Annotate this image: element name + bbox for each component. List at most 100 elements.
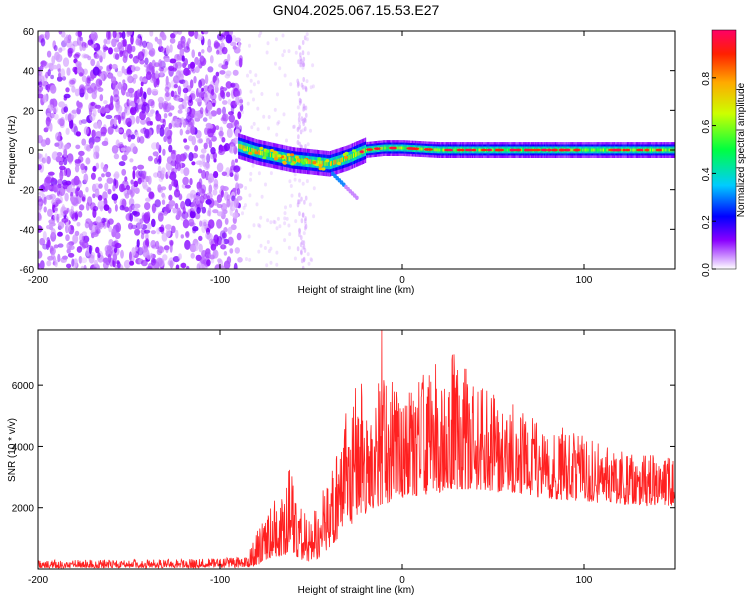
heatmap-cell bbox=[228, 114, 235, 123]
heatmap-cell bbox=[227, 236, 234, 246]
heatmap-cell bbox=[382, 146, 384, 150]
heatmap-cell bbox=[407, 147, 415, 150]
heatmap-cell bbox=[269, 152, 272, 158]
heatmap-cell bbox=[187, 38, 191, 45]
heatmap-cell bbox=[298, 124, 302, 130]
heatmap-cell bbox=[68, 158, 73, 165]
heatmap-cell bbox=[633, 148, 635, 152]
heatmap-cell bbox=[287, 223, 291, 228]
heatmap-cell bbox=[166, 104, 173, 112]
heatmap-cell bbox=[216, 203, 223, 209]
heatmap-cell bbox=[158, 67, 165, 72]
heatmap-cell bbox=[42, 243, 48, 250]
heatmap-cell bbox=[51, 151, 59, 161]
heatmap-cell bbox=[206, 153, 211, 164]
heatmap-cell bbox=[267, 152, 269, 157]
heatmap-cell bbox=[333, 160, 335, 165]
heatmap-cell bbox=[522, 148, 524, 152]
heatmap-cell bbox=[298, 227, 301, 233]
heatmap-cell bbox=[185, 265, 190, 269]
heatmap-cell bbox=[125, 91, 131, 97]
heatmap-cell bbox=[355, 152, 357, 157]
heatmap-cell bbox=[95, 188, 100, 198]
heatmap-cell bbox=[182, 121, 187, 128]
heatmap-cell bbox=[132, 55, 140, 64]
heatmap-cell bbox=[372, 147, 374, 151]
heatmap-cell bbox=[175, 154, 182, 164]
heatmap-cell bbox=[157, 246, 165, 254]
heatmap-cell bbox=[229, 168, 233, 177]
heatmap-cell bbox=[55, 132, 61, 141]
heatmap-cell bbox=[155, 142, 160, 150]
heatmap-cell bbox=[196, 206, 201, 214]
heatmap-cell bbox=[245, 146, 248, 151]
heatmap-cell bbox=[202, 117, 208, 122]
heatmap-cell bbox=[90, 172, 96, 180]
heatmap-cell bbox=[113, 94, 120, 103]
heatmap-cell bbox=[300, 196, 303, 202]
heatmap-cell bbox=[441, 148, 443, 152]
heatmap-cell bbox=[57, 213, 64, 218]
heatmap-cell bbox=[212, 189, 218, 196]
chart-title: GN04.2025.067.15.53.E27 bbox=[273, 2, 440, 18]
heatmap-cell bbox=[380, 146, 382, 150]
heatmap-cell bbox=[124, 176, 128, 182]
heatmap-cell bbox=[140, 233, 145, 240]
bottom-y-tick-label: 4000 bbox=[12, 442, 35, 453]
heatmap-cell bbox=[217, 258, 222, 263]
heatmap-cell bbox=[164, 126, 171, 137]
heatmap-cell bbox=[593, 148, 595, 152]
heatmap-cell bbox=[303, 199, 306, 205]
heatmap-cell bbox=[72, 40, 79, 47]
heatmap-cell bbox=[302, 117, 306, 122]
heatmap-cell bbox=[95, 162, 100, 170]
heatmap-cell bbox=[532, 148, 537, 152]
heatmap-cell bbox=[604, 148, 606, 152]
heatmap-cell bbox=[181, 211, 189, 220]
heatmap-cell bbox=[163, 135, 168, 143]
heatmap-cell bbox=[305, 79, 309, 84]
heatmap-cell bbox=[102, 166, 108, 173]
heatmap-cell bbox=[180, 168, 184, 174]
heatmap-cell bbox=[86, 87, 94, 94]
heatmap-cell bbox=[432, 148, 434, 152]
heatmap-cell bbox=[122, 79, 126, 85]
heatmap-cell bbox=[76, 221, 81, 227]
heatmap-cell bbox=[118, 161, 126, 167]
heatmap-cell bbox=[241, 211, 244, 216]
heatmap-cell bbox=[93, 259, 99, 268]
heatmap-cell bbox=[304, 216, 307, 222]
heatmap-cell bbox=[305, 179, 309, 184]
heatmap-cell bbox=[70, 114, 75, 120]
heatmap-cell bbox=[106, 177, 114, 184]
heatmap-cell bbox=[39, 65, 44, 71]
heatmap-cell bbox=[267, 126, 270, 131]
heatmap-cell bbox=[292, 125, 296, 129]
heatmap-cell bbox=[260, 150, 262, 156]
heatmap-cell bbox=[594, 148, 596, 152]
heatmap-cell bbox=[237, 111, 242, 120]
heatmap-cell bbox=[103, 38, 108, 45]
heatmap-cell bbox=[93, 53, 100, 60]
heatmap-cell bbox=[212, 209, 219, 214]
heatmap-cell bbox=[341, 157, 344, 163]
heatmap-cell bbox=[168, 144, 173, 153]
heatmap-cell bbox=[46, 260, 52, 267]
heatmap-cell bbox=[38, 164, 42, 171]
heatmap-cell bbox=[189, 79, 194, 89]
heatmap-cell bbox=[176, 162, 181, 172]
heatmap-cell bbox=[132, 169, 136, 180]
heatmap-cell bbox=[145, 117, 151, 125]
heatmap-cell bbox=[200, 55, 204, 62]
heatmap-cell bbox=[124, 206, 130, 213]
heatmap-cell bbox=[112, 31, 117, 39]
heatmap-cell bbox=[223, 191, 229, 201]
heatmap-cell bbox=[344, 156, 346, 162]
heatmap-cell bbox=[113, 117, 117, 127]
heatmap-cell bbox=[171, 180, 177, 187]
heatmap-cell bbox=[38, 250, 43, 259]
heatmap-cell bbox=[184, 92, 188, 102]
heatmap-cell bbox=[601, 148, 604, 152]
heatmap-cell bbox=[66, 223, 71, 233]
heatmap-cell bbox=[161, 167, 166, 175]
